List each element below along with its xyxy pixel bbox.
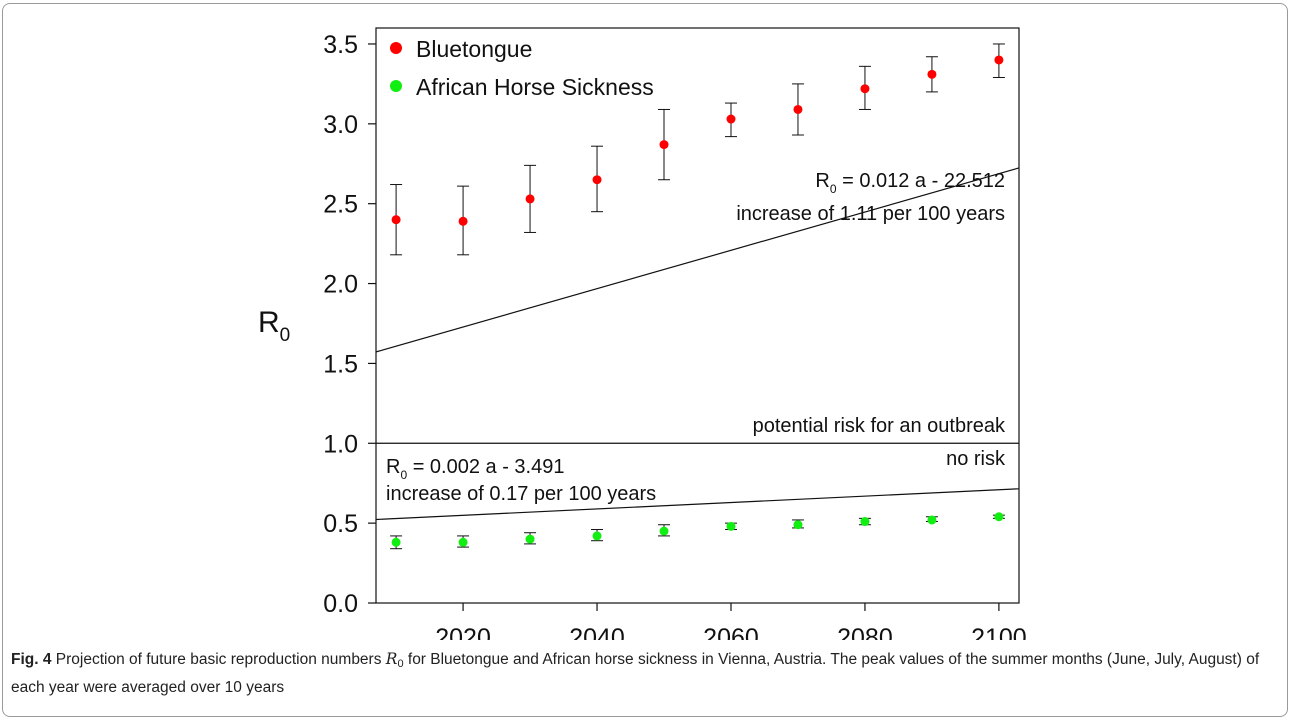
data-point: [659, 140, 669, 150]
fit-equation: R0 = 0.012 a - 22.512: [815, 170, 1005, 196]
x-tick-label: 2060: [703, 624, 759, 640]
y-tick-label: 3.0: [323, 111, 358, 139]
x-tick-label: 2040: [569, 624, 625, 640]
y-axis-label: R0: [258, 306, 290, 346]
data-point: [592, 531, 602, 541]
data-point: [659, 526, 669, 536]
legend-marker: [390, 80, 402, 92]
data-point: [458, 537, 468, 547]
caption-text-before: Projection of future basic reproduction …: [51, 651, 386, 668]
plot-border: [375, 27, 1020, 604]
fit-line-0: [376, 167, 1019, 353]
tick-labels: 0.0 0.5 1.0 1.5 2.0 2.5 3.0 3.5 2020 2040 2060 2080…: [258, 31, 1027, 640]
axes: [368, 27, 1020, 611]
threshold-label-above: potential risk for an outbreak: [753, 415, 1006, 437]
x-tick-label: 2020: [435, 624, 491, 640]
data-point: [860, 84, 870, 94]
y-tick-label: 1.5: [323, 350, 358, 378]
data-point: [994, 55, 1004, 65]
caption-symbol-sub: 0: [397, 658, 404, 670]
chart: 0.0 0.5 1.0 1.5 2.0 2.5 3.0 3.5 2020 2040 2060 2080…: [258, 27, 1027, 640]
data-point: [391, 215, 401, 225]
caption-label: Fig. 4: [11, 651, 52, 668]
figure-caption: Fig. 4 Projection of future basic reprod…: [11, 647, 1279, 700]
data-point: [726, 521, 736, 531]
y-tick-label: 0.5: [323, 510, 358, 538]
data-point: [726, 114, 736, 124]
y-tick-label: 2.5: [323, 191, 358, 219]
fit-increase-label: increase of 1.11 per 100 years: [736, 203, 1005, 225]
legend-marker: [390, 42, 402, 54]
data-point: [525, 534, 535, 544]
caption-symbol: R: [385, 650, 398, 668]
data-point: [458, 216, 468, 226]
fit-increase-label: increase of 0.17 per 100 years: [386, 483, 656, 505]
legend: Bluetongue African Horse Sickness: [390, 36, 654, 100]
annotations: R0 = 0.012 a - 22.512 increase of 1.11 pe…: [386, 170, 1006, 505]
caption-text-after: for Bluetongue and African horse sicknes…: [11, 651, 1260, 696]
y-tick-label: 3.5: [323, 31, 358, 59]
data-point: [994, 512, 1004, 522]
fit-line-1: [376, 488, 1019, 521]
fit-lines: [376, 167, 1019, 521]
x-tick-label: 2080: [837, 624, 893, 640]
data-points: [391, 55, 1004, 547]
y-tick-label: 0.0: [323, 590, 358, 618]
y-tick-label: 1.0: [323, 430, 358, 458]
data-point: [793, 104, 803, 114]
threshold-label-below: no risk: [946, 448, 1006, 470]
data-point: [391, 537, 401, 547]
data-point: [927, 69, 937, 79]
fit-equation: R0 = 0.002 a - 3.491: [386, 456, 564, 482]
data-point: [592, 175, 602, 185]
legend-label: African Horse Sickness: [416, 74, 654, 100]
data-point: [927, 515, 937, 525]
x-tick-label: 2100: [971, 624, 1027, 640]
data-point: [793, 520, 803, 530]
y-tick-label: 2.0: [323, 271, 358, 299]
data-point: [860, 517, 870, 527]
legend-label: Bluetongue: [416, 36, 532, 62]
figure-frame: [2, 3, 1288, 717]
data-point: [525, 194, 535, 204]
